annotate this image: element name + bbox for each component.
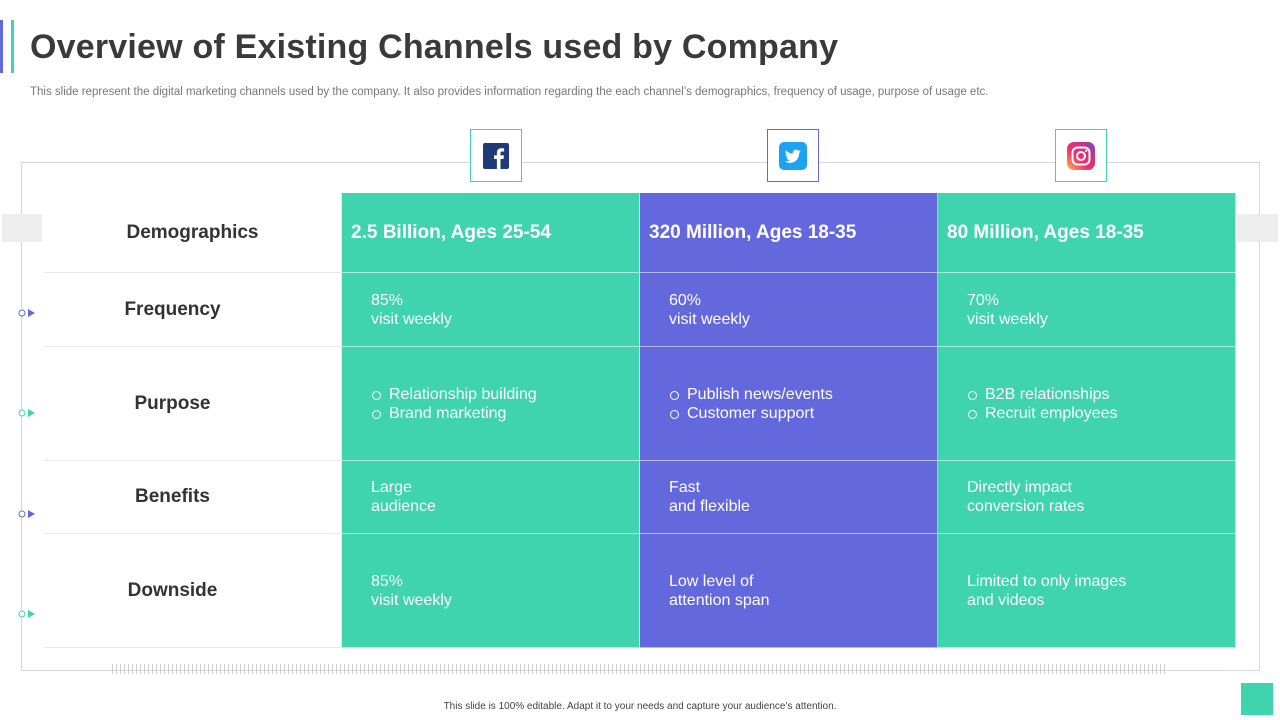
purpose-facebook-item: Relationship building — [371, 385, 537, 404]
frequency-instagram-line-1: 70% — [967, 291, 1000, 309]
benefits-twitter-line-2: and flexible — [669, 498, 750, 515]
frequency-row-marker — [18, 309, 35, 317]
title-accent-bar-purple — [0, 20, 3, 73]
title-accent-bar-teal — [11, 20, 14, 73]
benefits-instagram-line-2: conversion rates — [967, 498, 1085, 515]
demographics-instagram: 80 Million, Ages 18-35 — [938, 193, 1236, 273]
benefits-facebook: Large audience — [342, 461, 640, 534]
row-label-frequency: Frequency — [44, 273, 342, 347]
downside-row-marker — [18, 610, 35, 618]
purpose-twitter-item: Publish news/events — [669, 385, 833, 404]
frequency-facebook-line-1: 85% — [371, 291, 404, 309]
demographics-twitter: 320 Million, Ages 18-35 — [640, 193, 938, 273]
downside-facebook-line-2: visit weekly — [371, 591, 452, 609]
row-label-demographics: Demographics — [44, 193, 342, 273]
row-label-downside: Downside — [44, 534, 342, 648]
benefits-facebook-line-2: audience — [371, 498, 436, 515]
instagram-icon — [1067, 141, 1095, 170]
twitter-icon — [779, 141, 807, 170]
purpose-facebook: Relationship building Brand marketing — [342, 347, 640, 461]
purpose-instagram: B2B relationships Recruit employees — [938, 347, 1236, 461]
row-label-purpose: Purpose — [44, 347, 342, 461]
frequency-facebook-line-2: visit weekly — [371, 310, 452, 328]
frequency-instagram-line-2: visit weekly — [967, 310, 1048, 328]
row-label-benefits: Benefits — [44, 461, 342, 534]
benefits-instagram-line-1: Directly impact — [967, 479, 1072, 496]
downside-facebook-line-1: 85% — [371, 572, 404, 590]
purpose-twitter-item: Customer support — [669, 404, 833, 423]
corner-accent-square — [1241, 683, 1273, 715]
purpose-row-marker — [18, 409, 35, 417]
demographics-facebook: 2.5 Billion, Ages 25-54 — [342, 193, 640, 273]
downside-twitter-line-1: Low level of — [669, 572, 754, 590]
purpose-twitter: Publish news/events Customer support — [640, 347, 938, 461]
page-title: Overview of Existing Channels used by Co… — [30, 28, 839, 66]
footer-note: This slide is 100% editable. Adapt it to… — [443, 701, 837, 712]
purpose-instagram-item: B2B relationships — [967, 385, 1118, 404]
page-subtitle: This slide represent the digital marketi… — [30, 86, 989, 98]
downside-instagram-line-2: and videos — [967, 591, 1045, 609]
downside-facebook: 85% visit weekly — [342, 534, 640, 648]
downside-twitter: Low level of attention span — [640, 534, 938, 648]
benefits-twitter-line-1: Fast — [669, 479, 701, 496]
downside-instagram-line-1: Limited to only images — [967, 572, 1127, 590]
right-side-tab — [1237, 214, 1278, 242]
facebook-icon — [483, 142, 509, 169]
channels-table: Demographics 2.5 Billion, Ages 25-54 320… — [44, 193, 1236, 648]
twitter-icon-box — [767, 129, 819, 182]
decorative-ruler — [112, 664, 1167, 674]
facebook-icon-box — [470, 129, 522, 182]
frequency-twitter-line-2: visit weekly — [669, 310, 750, 328]
benefits-facebook-line-1: Large — [371, 479, 412, 496]
instagram-icon-box — [1055, 129, 1107, 182]
left-side-tab — [2, 214, 42, 242]
frequency-twitter-line-1: 60% — [669, 291, 702, 309]
purpose-facebook-item: Brand marketing — [371, 404, 537, 423]
benefits-twitter: Fast and flexible — [640, 461, 938, 534]
frequency-instagram: 70% visit weekly — [938, 273, 1236, 347]
downside-twitter-line-2: attention span — [669, 591, 770, 609]
downside-instagram: Limited to only images and videos — [938, 534, 1236, 648]
benefits-row-marker — [18, 510, 35, 518]
benefits-instagram: Directly impact conversion rates — [938, 461, 1236, 534]
purpose-instagram-item: Recruit employees — [967, 404, 1118, 423]
frequency-twitter: 60% visit weekly — [640, 273, 938, 347]
frequency-facebook: 85% visit weekly — [342, 273, 640, 347]
